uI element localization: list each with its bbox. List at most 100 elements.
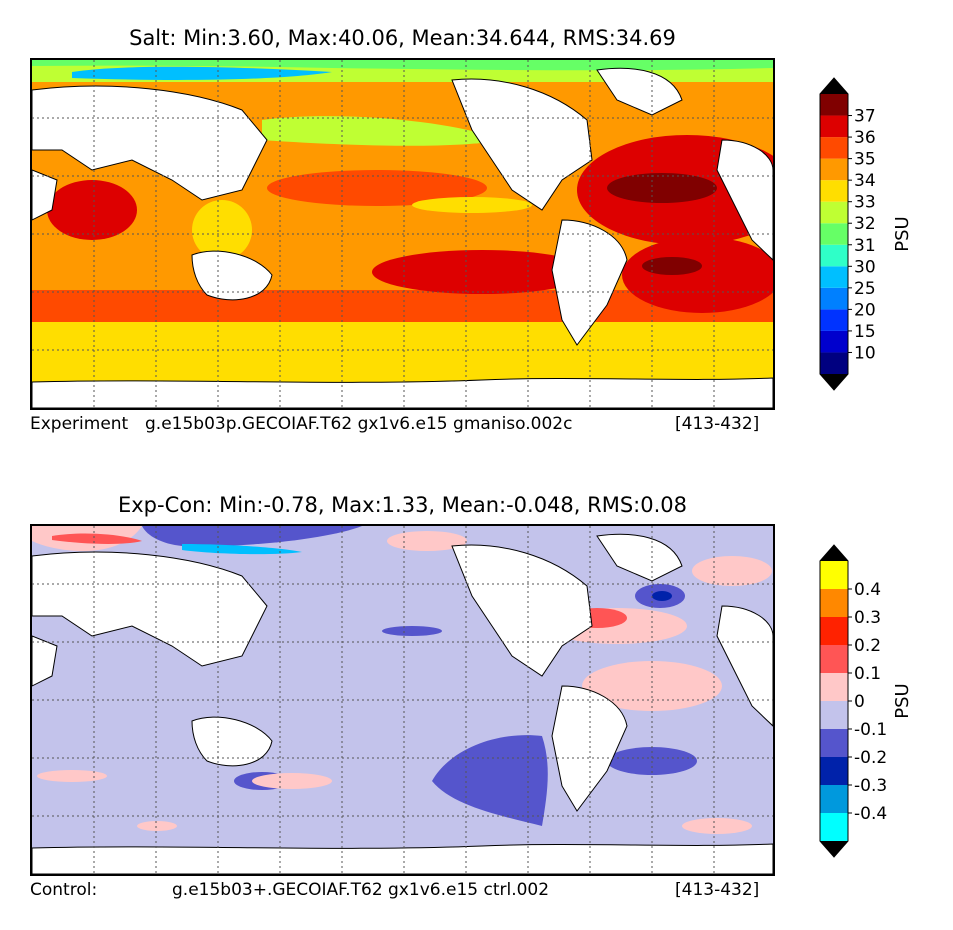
top-colorbar-tick-label: 20: [854, 300, 876, 320]
top-colorbar-tick-label: 34: [854, 171, 876, 191]
north-atlantic-strong-negative: [652, 591, 672, 601]
top-colorbar-segment: [820, 223, 848, 245]
land-north-america: [451, 544, 593, 677]
bottom-colorbar-segment: [820, 785, 848, 813]
north-pacific-negative: [382, 626, 442, 636]
top-colorbar-segment: [820, 330, 848, 353]
top-colorbar-extend-min: [820, 374, 848, 390]
north-pacific-subpolar: [262, 116, 502, 146]
top-colorbar-unit-label: PSU: [892, 216, 913, 251]
bottom-difference-map: [30, 524, 775, 876]
top-colorbar-segment: [820, 137, 848, 159]
land-eurasia: [32, 551, 268, 667]
top-colorbar-tick-label: 31: [854, 236, 876, 256]
top-colorbar-segment: [820, 115, 848, 138]
top-colorbar-tick-label: 10: [854, 343, 876, 363]
land-australia: [191, 250, 273, 301]
arabian-sea-high: [47, 180, 137, 240]
bottom-colorbar-extend-min: [820, 841, 848, 857]
bottom-colorbar-tick-label: 0.3: [854, 608, 881, 628]
bottom-colorbar-tick-label: 0.4: [854, 580, 881, 600]
bottom-colorbar-segment: [820, 645, 848, 673]
top-colorbar-segment: [820, 244, 848, 267]
land-north-america: [451, 78, 593, 211]
top-colorbar-segment: [820, 352, 848, 374]
south-atlantic-max: [642, 257, 702, 275]
bottom-colorbar-unit-label: PSU: [892, 683, 913, 718]
arctic-inner: [32, 60, 773, 71]
bottom-colorbar-segment: [820, 561, 848, 589]
top-colorbar-tick-label: 32: [854, 214, 876, 234]
land-africa-west: [32, 635, 58, 687]
southern-ocean-positive-2: [682, 818, 752, 834]
bottom-colorbar-tick-label: -0.3: [854, 776, 887, 796]
top-footer-label: Experiment: [30, 414, 129, 434]
top-colorbar-tick-label: 15: [854, 322, 876, 342]
land-australia: [191, 716, 273, 767]
arctic-positive-2: [387, 531, 467, 551]
bottom-colorbar-outline: [819, 544, 849, 858]
indonesian-low: [192, 200, 252, 260]
top-colorbar-segment: [820, 309, 848, 331]
bottom-colorbar-tick-label: 0.1: [854, 664, 881, 684]
land-africa-west: [32, 169, 58, 221]
top-colorbar-tick-label: 35: [854, 150, 876, 170]
bottom-colorbar-segment: [820, 729, 848, 757]
top-colorbar-tick-label: 36: [854, 128, 876, 148]
land-greenland: [596, 533, 683, 582]
bottom-chart-title: Exp-Con: Min:-0.78, Max:1.33, Mean:-0.04…: [117, 493, 687, 517]
bottom-colorbar-tick-label: 0.2: [854, 636, 881, 656]
south-indian-positive: [37, 770, 107, 782]
bottom-footer-years: [413-432]: [675, 880, 760, 900]
equatorial-pacific-low: [412, 197, 532, 213]
arctic-low-salt: [72, 66, 332, 80]
top-colorbar-segment: [820, 287, 848, 310]
bottom-colorbar-segment: [820, 589, 848, 617]
south-pacific-high: [372, 250, 592, 294]
land-antarctica: [32, 377, 773, 408]
top-colorbar-segment: [820, 266, 848, 288]
arctic-strong-negative: [182, 544, 302, 555]
bottom-colorbar-segment: [820, 813, 848, 841]
top-colorbar-segment: [820, 180, 848, 202]
bottom-colorbar-tick-label: -0.1: [854, 720, 887, 740]
bottom-colorbar-tick-label: -0.2: [854, 748, 887, 768]
top-colorbar-extend-max: [820, 78, 848, 94]
top-colorbar-segment: [820, 158, 848, 181]
bottom-colorbar-segment: [820, 617, 848, 645]
land-south-america: [551, 219, 628, 346]
land-south-america: [551, 685, 628, 812]
bottom-colorbar-segment: [820, 701, 848, 729]
top-colorbar: 10 15 20 25 30 31 32 33 34 35 36 37 PSU: [818, 77, 928, 391]
top-map-gridlines: [32, 60, 773, 408]
bottom-map-field: [32, 526, 773, 874]
bottom-colorbar-svg: -0.4 -0.3 -0.2 -0.1 0 0.1 0.2 0.3 0.4 PSU: [819, 544, 913, 858]
top-colorbar-segment: [820, 94, 848, 116]
land-antarctica: [32, 843, 773, 874]
top-map-field: [32, 60, 773, 408]
land-greenland: [596, 67, 683, 116]
south-atlantic-high: [622, 237, 773, 313]
bottom-footer-case: g.e15b03+.GECOIAF.T62 gx1v6.e15 ctrl.002: [172, 880, 550, 900]
top-footer-years: [413-432]: [675, 414, 760, 434]
arctic-positive-core: [52, 533, 142, 544]
top-colorbar-tick-label: 25: [854, 279, 876, 299]
top-footer-case: g.e15b03p.GECOIAF.T62 gx1v6.e15 gmaniso.…: [145, 414, 573, 434]
bottom-map-gridlines: [32, 526, 773, 874]
bottom-footer-label: Control:: [30, 880, 98, 900]
north-atlantic-max: [607, 173, 717, 203]
bottom-colorbar-segment: [820, 673, 848, 701]
land-eurasia: [32, 85, 268, 201]
top-colorbar-tick-label: 33: [854, 193, 876, 213]
top-salinity-map: [30, 58, 775, 410]
bottom-colorbar: -0.4 -0.3 -0.2 -0.1 0 0.1 0.2 0.3 0.4 PSU: [818, 544, 928, 858]
top-colorbar-tick-label: 37: [854, 107, 876, 127]
bottom-colorbar-extend-max: [820, 545, 848, 561]
nordic-positive: [692, 556, 772, 586]
southern-ocean-positive: [137, 821, 177, 831]
top-chart-title: Salt: Min:3.60, Max:40.06, Mean:34.644, …: [129, 26, 676, 50]
top-colorbar-tick-label: 30: [854, 257, 876, 277]
land-africa-europe: [716, 605, 773, 727]
arctic-negative: [142, 526, 362, 547]
